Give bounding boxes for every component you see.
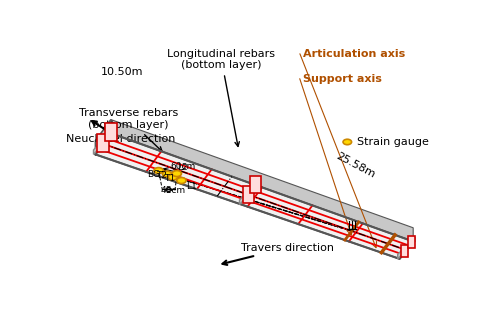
Polygon shape (401, 245, 408, 257)
Circle shape (162, 171, 172, 177)
Polygon shape (105, 123, 117, 141)
Polygon shape (96, 120, 111, 154)
Text: Longitudinal rebars
(bottom layer): Longitudinal rebars (bottom layer) (168, 49, 276, 146)
Text: T2: T2 (156, 171, 167, 180)
Circle shape (168, 174, 177, 180)
Text: Articulation axis: Articulation axis (303, 49, 405, 59)
Polygon shape (398, 237, 415, 259)
Text: Support axis: Support axis (303, 74, 382, 84)
Circle shape (177, 178, 186, 183)
Text: L2: L2 (177, 163, 188, 172)
Text: 25.58m: 25.58m (334, 151, 376, 180)
Circle shape (154, 168, 163, 173)
Text: Transverse rebars
(bottom layer): Transverse rebars (bottom layer) (79, 109, 178, 151)
Polygon shape (97, 134, 108, 152)
Text: T1: T1 (164, 174, 175, 183)
Text: 10.50m: 10.50m (102, 67, 144, 77)
Polygon shape (94, 129, 113, 154)
Polygon shape (111, 120, 413, 242)
Polygon shape (240, 181, 258, 204)
Polygon shape (96, 133, 413, 259)
Text: BG: BG (147, 170, 160, 179)
Text: Travers direction: Travers direction (222, 243, 334, 265)
Text: L1: L1 (186, 182, 196, 191)
Polygon shape (408, 236, 415, 248)
Text: Strain gauge: Strain gauge (357, 137, 429, 147)
Polygon shape (250, 176, 262, 193)
Circle shape (343, 139, 351, 145)
Text: 40cm: 40cm (160, 186, 186, 195)
Polygon shape (243, 186, 254, 203)
Text: Neuchâtel direction: Neuchâtel direction (66, 121, 176, 144)
Circle shape (172, 171, 182, 177)
Text: 60cm: 60cm (170, 162, 195, 171)
